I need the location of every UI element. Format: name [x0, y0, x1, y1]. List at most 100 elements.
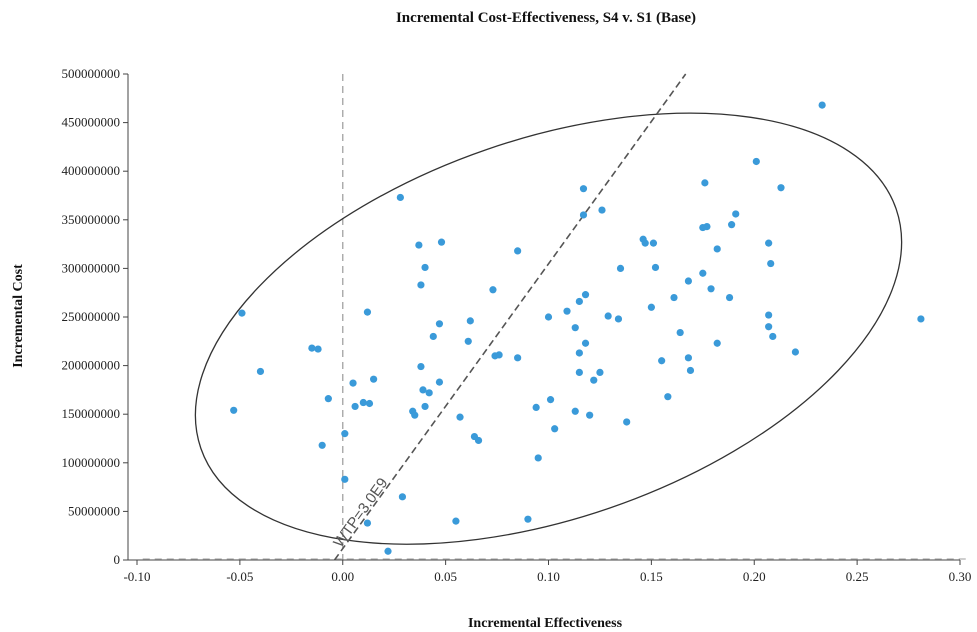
y-tick-label: 250000000: [62, 309, 121, 324]
data-point: [349, 379, 357, 387]
confidence-ellipse-layer: [194, 112, 903, 545]
x-tick-label: 0.20: [743, 569, 766, 584]
data-point: [616, 264, 625, 272]
data-point: [581, 291, 590, 299]
data-point: [639, 235, 647, 243]
data-point: [684, 277, 693, 285]
data-point: [308, 344, 316, 352]
data-point: [551, 425, 559, 433]
data-point: [767, 259, 775, 268]
data-point: [581, 339, 590, 347]
data-point: [435, 320, 444, 328]
data-point: [818, 101, 826, 109]
data-point: [415, 241, 423, 249]
wtp-line: [333, 73, 687, 561]
data-point: [917, 315, 925, 323]
data-point: [579, 185, 588, 193]
data-point: [614, 315, 623, 323]
y-tick-label: 350000000: [62, 212, 121, 227]
data-point: [598, 206, 606, 214]
data-point: [363, 308, 372, 316]
x-tick-label: 0.10: [537, 569, 560, 584]
data-point: [464, 337, 472, 345]
data-point: [351, 402, 359, 411]
chart-title: Incremental Cost-Effectiveness, S4 v. S1…: [396, 10, 696, 26]
data-point: [435, 378, 444, 386]
data-point: [429, 332, 437, 341]
data-point: [396, 193, 404, 202]
data-point: [417, 362, 425, 371]
data-point: [524, 515, 532, 523]
reference-lines: [142, 74, 970, 560]
data-point: [384, 547, 392, 555]
data-point: [651, 263, 660, 272]
data-point: [456, 413, 464, 421]
data-point: [365, 399, 374, 408]
data-point: [765, 323, 773, 331]
data-point: [425, 389, 433, 397]
data-point: [701, 179, 709, 187]
confidence-ellipse: [194, 112, 903, 545]
data-point: [699, 269, 707, 277]
data-point: [370, 375, 378, 383]
data-point: [670, 293, 678, 302]
data-point: [532, 403, 540, 411]
y-tick-label: 0: [114, 552, 121, 567]
y-tick-label: 300000000: [62, 260, 121, 275]
x-tick-label: -0.05: [226, 569, 253, 584]
data-point: [571, 407, 579, 415]
y-tick-label: 400000000: [62, 163, 121, 178]
y-tick-label: 500000000: [62, 66, 121, 81]
y-tick-label: 450000000: [62, 115, 121, 130]
x-tick-label: 0.15: [640, 569, 663, 584]
data-point: [703, 223, 711, 231]
data-point: [417, 281, 425, 289]
data-point: [791, 348, 800, 356]
data-point: [398, 493, 407, 501]
data-point: [765, 311, 773, 319]
data-point: [713, 339, 721, 347]
data-point: [546, 396, 555, 404]
y-tick-label: 50000000: [68, 503, 120, 518]
data-point: [534, 454, 542, 462]
data-point: [752, 157, 760, 166]
data-point: [419, 386, 427, 394]
data-point: [474, 436, 483, 445]
axes: 0 50000000 100000000 150000000 200000000 2500…: [62, 66, 972, 584]
data-point: [765, 239, 773, 247]
data-point: [238, 309, 246, 317]
data-point: [452, 517, 460, 525]
data-point: [324, 395, 332, 403]
y-axis-label: Incremental Cost: [11, 264, 26, 368]
data-point: [769, 332, 777, 341]
data-point: [647, 303, 655, 311]
data-point: [586, 411, 594, 419]
wtp-label: WTP=3.0E9: [330, 475, 391, 551]
y-tick-label: 150000000: [62, 406, 121, 421]
data-point: [318, 441, 326, 449]
data-point: [686, 366, 695, 375]
data-point: [314, 345, 322, 353]
data-point: [411, 411, 419, 419]
data-point: [728, 221, 736, 229]
y-tick-label: 200000000: [62, 358, 121, 373]
data-point: [623, 418, 631, 426]
data-point: [256, 367, 265, 376]
x-tick-label: -0.10: [123, 569, 150, 584]
data-point: [514, 354, 522, 362]
points-layer: [230, 101, 925, 555]
wtp-layer: WTP=3.0E9: [330, 73, 687, 561]
data-point: [514, 247, 522, 255]
data-point: [604, 312, 612, 320]
data-point: [676, 328, 684, 337]
data-point: [575, 368, 583, 377]
x-axis-label: Incremental Effectiveness: [468, 616, 623, 631]
data-point: [707, 285, 715, 293]
data-point: [658, 357, 666, 365]
data-point: [544, 313, 553, 321]
x-tick-label: 0.00: [331, 569, 354, 584]
x-tick-label: 0.05: [434, 569, 457, 584]
data-point: [777, 184, 785, 192]
data-point: [725, 293, 734, 302]
